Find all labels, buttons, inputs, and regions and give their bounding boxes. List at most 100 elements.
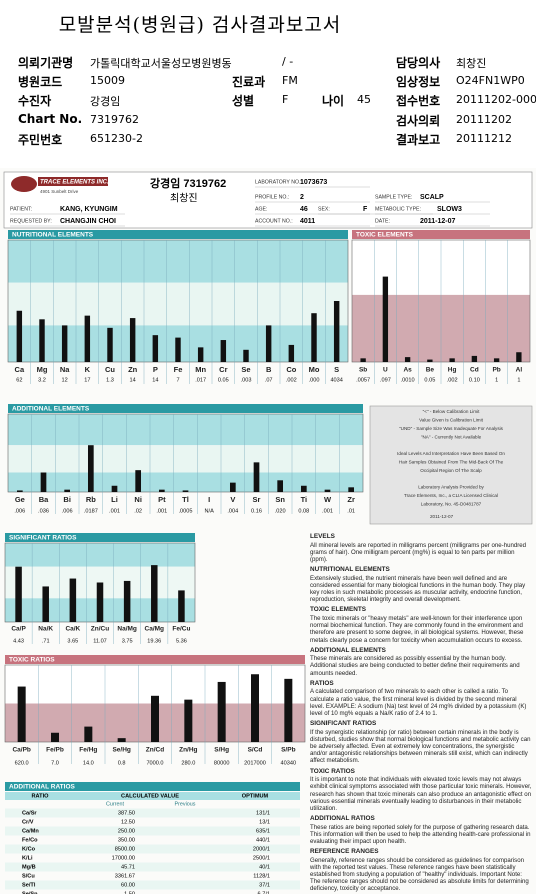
ratio-name: K/Li	[22, 855, 33, 861]
category-label: Na	[60, 365, 70, 374]
section-body: If the synergistic relationship (or rati…	[310, 728, 531, 765]
section-header	[5, 655, 305, 664]
field-value: 1073673	[300, 179, 327, 186]
section-header	[8, 230, 348, 239]
logo-bar	[38, 177, 108, 186]
category-label: Sn	[275, 495, 285, 504]
range-band	[8, 414, 363, 446]
bar	[427, 359, 433, 362]
bar	[253, 462, 260, 492]
category-label: Cr	[219, 365, 227, 374]
info-value: 45	[357, 93, 371, 106]
category-label: Ti	[301, 495, 308, 504]
category-label: W	[324, 495, 332, 504]
category-label: Na/Mg	[117, 626, 137, 633]
note-line: "<" - Below Calibration Limit	[423, 409, 480, 414]
result-value: .003	[241, 377, 252, 383]
category-label: Mn	[195, 365, 206, 374]
info-value: 가톨릭대학교서울성모병원병동	[90, 57, 232, 70]
bar	[348, 487, 355, 492]
info-value: 20111212	[456, 132, 512, 145]
ratio-name: Mg/B	[22, 864, 36, 870]
section-heading: TOXIC RATIOS	[310, 767, 355, 775]
bar	[493, 358, 500, 362]
ratio-value: 250.00	[118, 828, 135, 834]
bar	[61, 325, 68, 362]
section-heading: RATIOS	[310, 679, 334, 687]
result-value: .0010	[401, 377, 415, 383]
range-band	[8, 472, 363, 492]
bar	[151, 695, 159, 742]
category-label: Fe/Pb	[46, 747, 64, 754]
category-label: Mg	[37, 365, 48, 374]
field-label: ACCOUNT NO.:	[255, 218, 293, 224]
result-value: 2017000	[244, 760, 266, 766]
category-label: S/Cd	[248, 747, 263, 754]
result-value: .017	[195, 377, 206, 383]
bar	[184, 699, 193, 742]
category-label: Ge	[15, 495, 25, 504]
bar	[40, 472, 47, 492]
category-label: Ca	[15, 365, 25, 374]
category-label: Sr	[253, 495, 261, 504]
info-label: 접수번호	[396, 94, 441, 108]
section-body: All mineral levels are reported in milli…	[310, 541, 527, 563]
field-value: 4011	[300, 218, 315, 225]
result-value: 1.3	[106, 377, 114, 383]
bar	[64, 489, 71, 492]
result-value: 0.05	[218, 377, 229, 383]
note-line: Value Given Is Calibration Limit	[419, 418, 483, 423]
category-label: U	[383, 367, 388, 374]
bar	[15, 566, 22, 622]
result-value: 1	[517, 377, 520, 383]
result-value: .020	[275, 508, 286, 514]
bar	[42, 586, 49, 622]
field-label: PROFILE NO.:	[255, 194, 289, 200]
section-body: Extensively studied, the nutrient minera…	[310, 574, 526, 604]
bar	[324, 489, 331, 492]
result-value: .01	[347, 508, 355, 514]
category-label: Zn/Cu	[91, 626, 109, 633]
result-value: 7	[176, 377, 179, 383]
category-label: Na/K	[38, 626, 53, 633]
category-label: Li	[111, 495, 118, 504]
ratio-optimum: 131/1	[256, 810, 270, 816]
field-label: SAMPLE TYPE:	[375, 194, 412, 200]
section-heading: NUTRITIONAL ELEMENTS	[310, 566, 390, 574]
info-label: 성별	[232, 94, 255, 108]
result-value: .71	[42, 638, 50, 644]
result-value: 620.0	[15, 760, 29, 766]
ratio-name: Fe/Co	[22, 837, 38, 843]
field-value: 2	[300, 194, 304, 201]
ratio-optimum: 635/1	[256, 828, 270, 834]
section-heading: LEVELS	[310, 533, 335, 540]
logo-text: TRACE ELEMENTS INC.	[40, 180, 109, 186]
ratio-name: Se/Tl	[22, 882, 36, 888]
category-label: K	[85, 365, 91, 374]
category-label: Ba	[39, 495, 49, 504]
column-head: RATIO	[32, 793, 50, 799]
section-header	[8, 404, 363, 413]
result-value: 1	[495, 377, 498, 383]
ratio-name: S/Cu	[22, 873, 35, 879]
row-stripe	[5, 826, 300, 836]
result-value: .001	[109, 508, 120, 514]
range-band	[8, 240, 348, 283]
bar	[471, 355, 478, 362]
sub-column-head: Previous	[175, 801, 196, 807]
info-label: 임상정보	[396, 75, 441, 89]
bar	[175, 337, 181, 362]
note-line: Hair Samples Obtained From The Mid-Back …	[399, 460, 504, 465]
result-value: 3.75	[122, 638, 133, 644]
info-value: 20111202-00034	[456, 93, 536, 106]
bar	[117, 738, 126, 742]
category-label: Zn/Cd	[146, 747, 164, 754]
bar	[96, 582, 104, 622]
result-value: .097	[380, 377, 391, 383]
result-value: .0187	[84, 508, 98, 514]
bar	[284, 678, 293, 742]
result-value: 0.05	[424, 377, 435, 383]
result-value: 80000	[214, 760, 230, 766]
category-label: Sb	[359, 367, 367, 374]
